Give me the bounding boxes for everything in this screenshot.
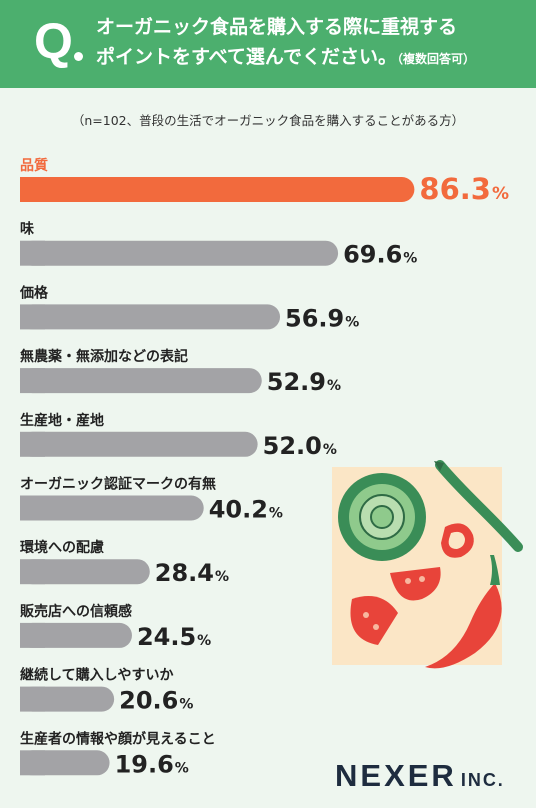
category-label: オーガニック認証マークの有無 xyxy=(20,476,216,493)
value-unit: % xyxy=(327,378,341,394)
bar-left-edge xyxy=(20,686,45,712)
category-label: 価格 xyxy=(19,284,49,301)
value-number: 86.3 xyxy=(419,172,491,206)
bar-left-edge xyxy=(20,368,45,394)
bar-left-edge xyxy=(20,559,45,585)
value-number: 52.0 xyxy=(263,432,322,460)
value-unit: % xyxy=(492,184,509,204)
asparagus-icon xyxy=(434,460,523,552)
brand-suffix: INC. xyxy=(460,770,505,790)
category-label: 環境への配慮 xyxy=(20,539,104,556)
value-label: 19.6% xyxy=(115,750,189,778)
q-dot-icon xyxy=(74,52,83,61)
value-label: 24.5% xyxy=(137,623,211,651)
value-unit: % xyxy=(403,251,417,267)
category-label: 無農薬・無添加などの表記 xyxy=(20,348,188,365)
value-number: 40.2 xyxy=(209,496,268,524)
bar xyxy=(20,240,339,266)
value-label: 40.2% xyxy=(209,496,283,524)
brand-logo: NEXER INC. xyxy=(335,758,505,794)
pepper-ring-icon xyxy=(441,523,474,558)
value-label: 56.9% xyxy=(285,304,359,332)
bar-left-edge xyxy=(20,750,45,776)
survey-sample-note: （n=102、普段の生活でオーガニック食品を購入することがある方） xyxy=(71,113,465,128)
vegetables-illustration xyxy=(332,460,523,669)
bar-left-edge xyxy=(20,177,45,202)
category-label: 販売店への信頼感 xyxy=(20,603,132,620)
value-number: 20.6 xyxy=(119,687,178,715)
bar xyxy=(20,431,258,457)
value-unit: % xyxy=(345,314,359,330)
value-number: 28.4 xyxy=(155,559,214,587)
value-number: 19.6 xyxy=(115,750,174,778)
value-unit: % xyxy=(175,760,189,776)
tomato-slice-icon-2 xyxy=(350,596,398,645)
bar xyxy=(20,304,281,330)
value-number: 24.5 xyxy=(137,623,196,651)
value-number: 56.9 xyxy=(285,304,344,332)
bar-left-edge xyxy=(20,240,45,266)
bar xyxy=(20,495,204,521)
value-label: 52.0% xyxy=(263,432,337,460)
category-label: 生産者の情報や顔が見えること xyxy=(20,730,216,747)
category-label: 生産地・産地 xyxy=(20,412,104,429)
value-number: 52.9 xyxy=(267,368,326,396)
value-unit: % xyxy=(323,442,337,458)
question-note: （複数回答可） xyxy=(396,52,475,66)
value-unit: % xyxy=(197,633,211,649)
question-title-line2: ポイントをすべて選んでください。 xyxy=(96,46,397,68)
bar xyxy=(20,622,132,648)
category-label: 継続して購入しやすいか xyxy=(20,667,173,684)
question-header: Q オーガニック食品を購入する際に重視する ポイントをすべて選んでください。（複… xyxy=(0,0,536,88)
value-label: 86.3% xyxy=(419,172,509,206)
value-label: 52.9% xyxy=(267,368,341,396)
bar xyxy=(20,559,150,585)
bar-left-edge xyxy=(20,304,45,330)
category-label: 味 xyxy=(20,222,34,238)
value-label: 20.6% xyxy=(119,687,193,715)
value-unit: % xyxy=(269,506,283,522)
tomato-slice-icon xyxy=(390,567,441,601)
value-unit: % xyxy=(215,569,229,585)
bar xyxy=(20,177,415,202)
value-label: 69.6% xyxy=(343,241,417,269)
lettuce-icon xyxy=(338,473,426,561)
brand-name: NEXER xyxy=(335,758,457,793)
question-title-line1: オーガニック食品を購入する際に重視する xyxy=(96,16,458,38)
bar xyxy=(20,368,262,394)
bar-left-edge xyxy=(20,622,45,648)
value-number: 69.6 xyxy=(343,241,402,269)
category-label: 品質 xyxy=(20,157,48,174)
bar-left-edge xyxy=(20,431,45,457)
q-mark: Q xyxy=(34,13,73,69)
question-title: オーガニック食品を購入する際に重視する ポイントをすべて選んでください。（複数回… xyxy=(96,12,526,74)
value-label: 28.4% xyxy=(155,559,229,587)
chili-pepper-icon xyxy=(425,555,502,669)
value-unit: % xyxy=(179,697,193,713)
bar-left-edge xyxy=(20,495,45,521)
